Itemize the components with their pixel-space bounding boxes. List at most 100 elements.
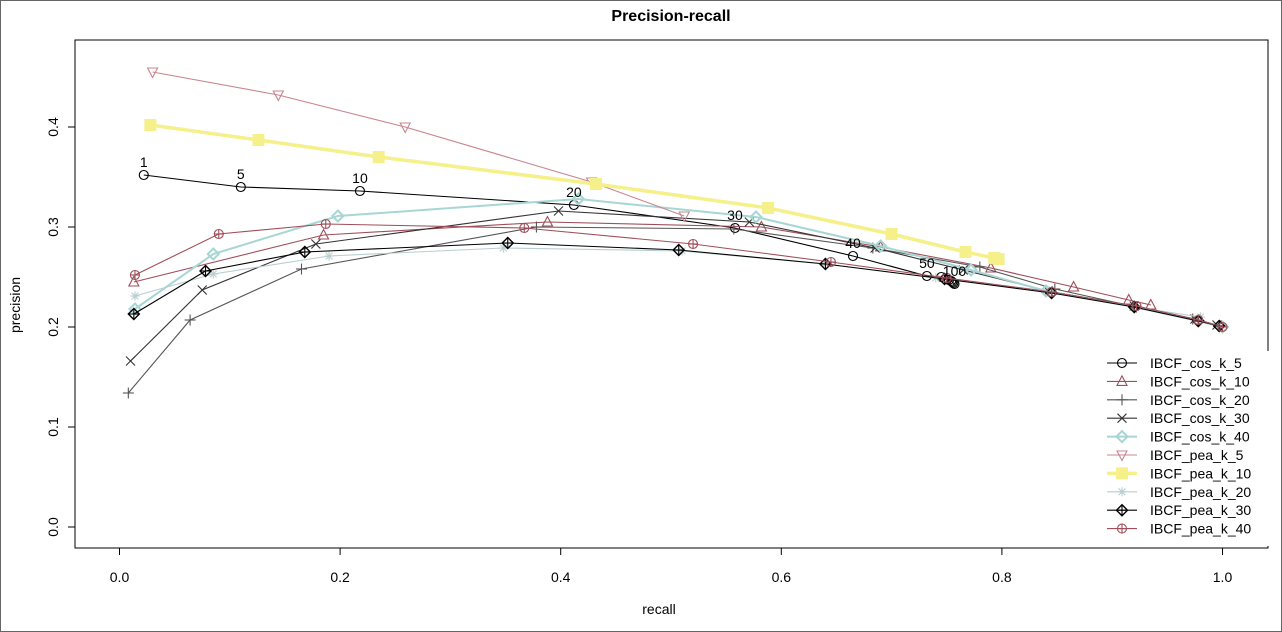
data-point	[762, 202, 775, 214]
data-point	[122, 387, 134, 399]
data-point	[688, 238, 699, 250]
data-point	[372, 151, 385, 163]
legend-marker	[1116, 357, 1128, 369]
data-point	[825, 256, 836, 268]
legend-marker	[1117, 413, 1127, 424]
data-point	[399, 122, 412, 134]
legend-label: IBCF_cos_k_20	[1150, 392, 1250, 408]
data-point	[1122, 293, 1135, 305]
data-point	[984, 261, 997, 273]
data-point	[571, 192, 586, 206]
point-label: 50	[919, 255, 935, 271]
legend-entry: IBCF_cos_k_40	[1107, 429, 1250, 445]
point-label: 30	[727, 207, 743, 223]
data-point	[272, 90, 285, 102]
series-layer	[122, 67, 1230, 399]
data-point	[541, 215, 554, 227]
data-point	[678, 211, 691, 223]
legend-marker	[1116, 523, 1128, 534]
data-point	[295, 263, 307, 275]
point-label: 20	[566, 184, 582, 200]
data-point	[1217, 321, 1228, 333]
legend-marker	[1116, 467, 1128, 480]
data-point	[146, 67, 159, 79]
data-point	[144, 119, 157, 131]
y-tick-label: 0.1	[45, 417, 61, 437]
x-tick-label: 0.2	[330, 569, 350, 585]
data-point	[755, 220, 768, 232]
data-point	[320, 218, 331, 230]
x-axis-label: recall	[642, 601, 675, 617]
legend-entry: IBCF_cos_k_10	[1107, 373, 1250, 389]
x-axis: 0.0 0.2 0.4 0.6 0.8 1.0	[110, 547, 1233, 585]
data-point	[130, 291, 140, 301]
data-point	[1131, 300, 1142, 312]
legend-label: IBCF_cos_k_30	[1150, 410, 1250, 426]
point-label: 10	[352, 170, 368, 186]
data-point	[197, 285, 208, 295]
data-point	[252, 134, 265, 146]
data-point	[941, 272, 952, 284]
x-tick-label: 0.0	[110, 569, 130, 585]
data-point	[964, 263, 978, 277]
data-point	[1193, 314, 1204, 326]
data-point	[1046, 286, 1057, 298]
data-point	[959, 246, 972, 258]
data-point	[208, 269, 218, 279]
y-axis: 0.0 0.1 0.2 0.3 0.4	[45, 117, 76, 537]
data-point	[235, 181, 246, 193]
data-point	[885, 228, 898, 240]
legend-entry: IBCF_cos_k_20	[1107, 392, 1250, 408]
point-labels: 1 5 10 20 30 40 50 100	[140, 154, 966, 279]
legend-marker	[1116, 374, 1128, 386]
data-point	[125, 356, 136, 366]
data-point	[519, 222, 530, 234]
data-point	[530, 221, 542, 233]
y-tick-label: 0.3	[45, 217, 61, 237]
y-tick-label: 0.4	[45, 117, 61, 137]
data-point	[729, 222, 741, 234]
data-point	[129, 269, 140, 281]
y-tick-label: 0.0	[45, 517, 61, 537]
data-point	[501, 236, 515, 250]
data-point	[127, 307, 141, 321]
legend-label: IBCF_cos_k_40	[1150, 429, 1250, 445]
data-point	[324, 251, 334, 261]
series-IBCF_pea_k_10	[144, 119, 1005, 265]
legend-label: IBCF_pea_k_5	[1150, 447, 1244, 463]
series-line	[127, 226, 1193, 394]
data-point	[354, 185, 366, 197]
x-tick-label: 0.8	[992, 569, 1012, 585]
legend-label: IBCF_pea_k_10	[1150, 465, 1251, 481]
legend-entry: IBCF_cos_k_5	[1107, 355, 1242, 371]
legend-box	[1097, 351, 1277, 546]
point-label: 1	[140, 154, 148, 170]
x-tick-label: 1.0	[1213, 569, 1233, 585]
legend-label: IBCF_cos_k_10	[1150, 373, 1250, 389]
series-IBCF_pea_k_40	[129, 218, 1228, 333]
data-point	[553, 206, 564, 216]
legend-marker	[1116, 450, 1128, 462]
data-point	[317, 228, 330, 240]
legend-marker	[1115, 503, 1129, 517]
x-tick-label: 0.6	[772, 569, 792, 585]
point-label: 100	[943, 263, 967, 279]
data-point	[184, 314, 196, 326]
data-point	[1067, 280, 1080, 292]
x-tick-label: 0.4	[551, 569, 571, 585]
legend-entry: IBCF_pea_k_5	[1107, 447, 1244, 463]
y-axis-label: precision	[7, 277, 23, 333]
legend-entry: IBCF_cos_k_30	[1107, 410, 1250, 426]
legend-label: IBCF_pea_k_30	[1150, 502, 1251, 518]
data-point	[589, 178, 602, 190]
data-point	[310, 239, 321, 249]
data-point	[749, 210, 763, 224]
series-line	[152, 71, 685, 217]
legend-label: IBCF_pea_k_20	[1150, 484, 1251, 500]
legend-label: IBCF_pea_k_40	[1150, 521, 1251, 537]
data-point	[992, 253, 1005, 265]
data-point	[728, 223, 740, 235]
